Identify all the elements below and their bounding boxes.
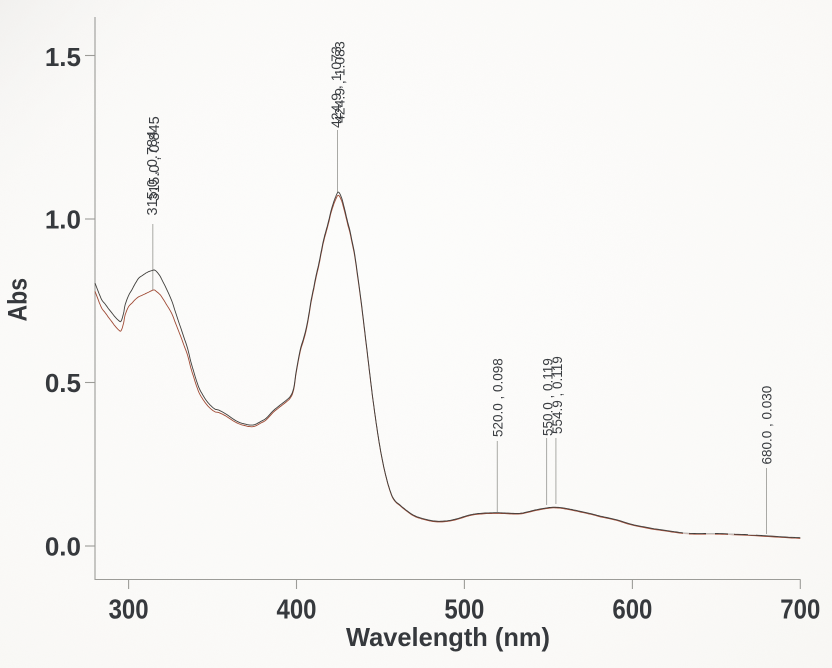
svg-text:315.0 , 0.845: 315.0 , 0.845: [147, 116, 163, 201]
svg-text:Wavelength (nm): Wavelength (nm): [346, 622, 550, 652]
svg-text:680.0 , 0.030: 680.0 , 0.030: [760, 386, 775, 465]
svg-text:424.9 , 1.083: 424.9 , 1.083: [332, 41, 348, 123]
svg-text:Abs: Abs: [3, 278, 33, 322]
svg-text:424.9 , 1.073: 424.9 , 1.073: [328, 46, 344, 128]
svg-text:600: 600: [612, 594, 652, 625]
svg-text:500: 500: [444, 594, 484, 625]
svg-text:550.0 , 0.119: 550.0 , 0.119: [541, 358, 556, 436]
svg-text:300: 300: [109, 594, 149, 625]
svg-text:520.0 , 0.098: 520.0 , 0.098: [491, 358, 506, 437]
svg-text:700: 700: [780, 594, 820, 625]
svg-text:400: 400: [277, 594, 317, 625]
svg-text:1.0: 1.0: [45, 205, 81, 235]
svg-text:315.0 , 0.784: 315.0 , 0.784: [145, 131, 161, 216]
svg-text:0.5: 0.5: [45, 368, 81, 398]
svg-text:1.5: 1.5: [45, 42, 81, 72]
svg-text:554.9 , 0.119: 554.9 , 0.119: [550, 356, 565, 434]
svg-text:0.0: 0.0: [45, 532, 81, 562]
